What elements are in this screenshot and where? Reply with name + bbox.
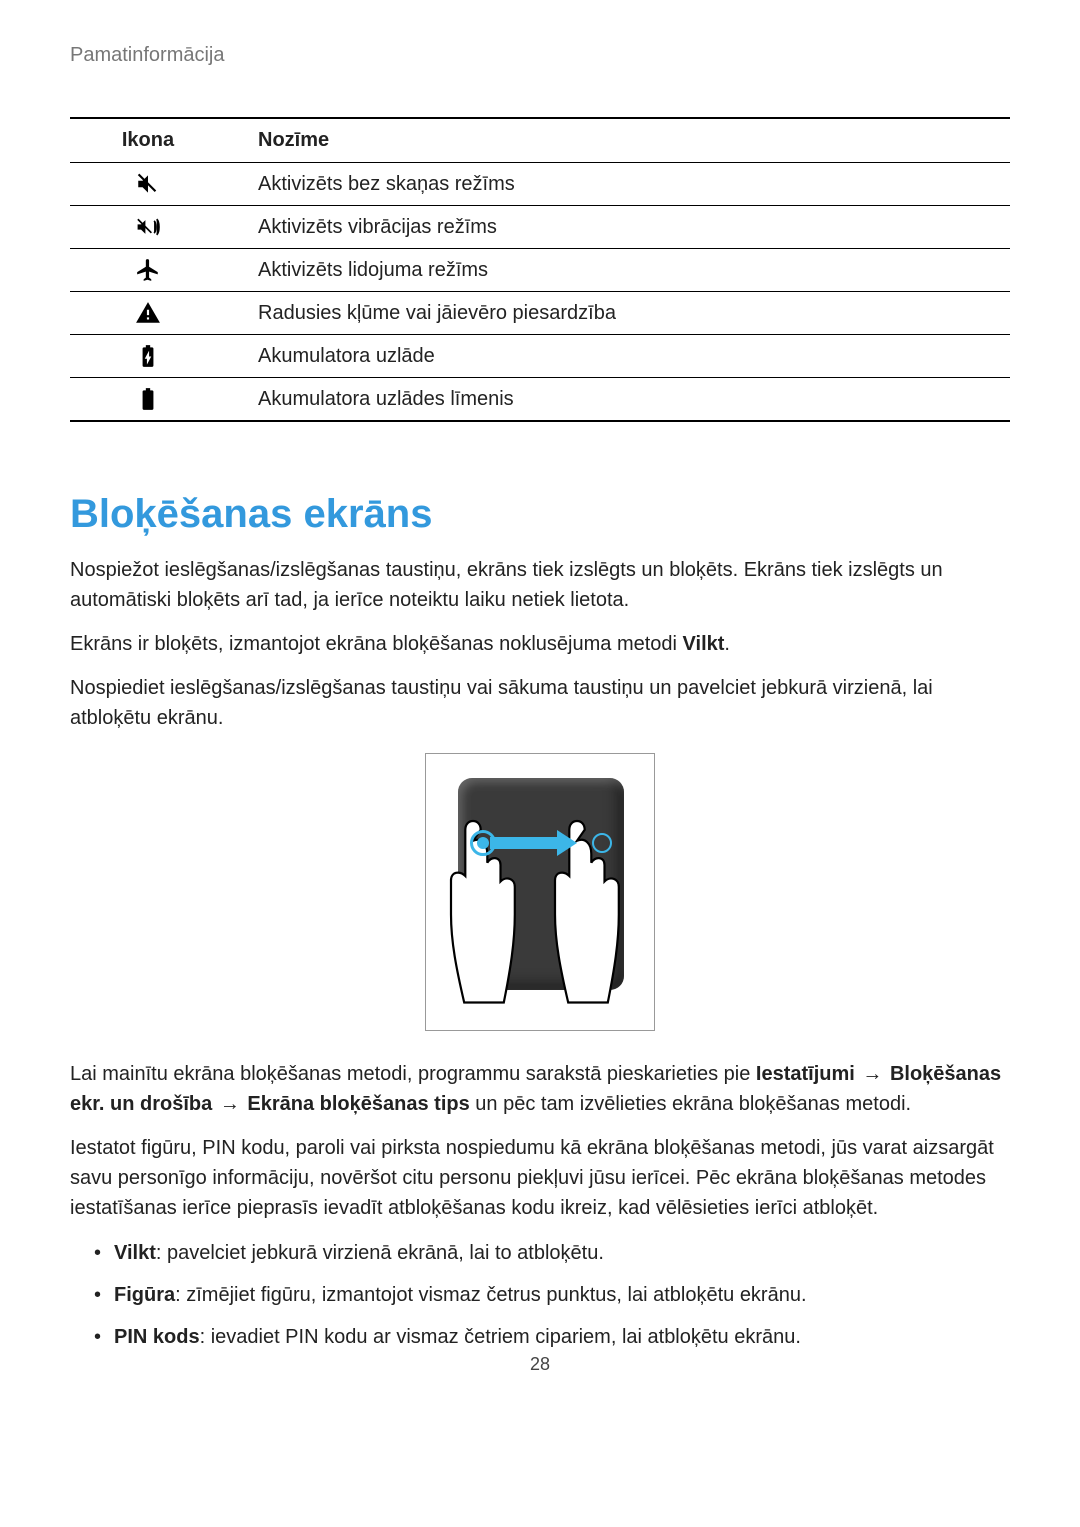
arrow-glyph: →	[857, 1063, 888, 1085]
icon-meaning-table: Ikona Nozīme Aktivizēts bez skaņas režīm…	[70, 117, 1010, 422]
table-row: Aktivizēts bez skaņas režīms	[70, 163, 1010, 206]
section-title: Bloķēšanas ekrāns	[70, 492, 1010, 537]
icon-cell	[70, 206, 226, 249]
list-item: PIN kods: ievadiet PIN kodu ar vismaz če…	[70, 1321, 1010, 1353]
list-item: Vilkt: pavelciet jebkurā virzienā ekrānā…	[70, 1237, 1010, 1269]
bullet-label: Figūra	[114, 1284, 175, 1306]
icon-cell	[70, 292, 226, 335]
col-header-meaning: Nozīme	[226, 118, 1010, 163]
text: Lai mainītu ekrāna bloķēšanas metodi, pr…	[70, 1063, 756, 1085]
airplane-icon	[135, 257, 161, 283]
page-header: Pamatinformācija	[70, 44, 1010, 67]
table-row: Akumulatora uzlādes līmenis	[70, 378, 1010, 422]
icon-cell	[70, 163, 226, 206]
bold-text: Iestatījumi	[756, 1063, 855, 1085]
bullet-text: : zīmējiet figūru, izmantojot vismaz čet…	[175, 1284, 806, 1306]
meaning-cell: Akumulatora uzlāde	[226, 335, 1010, 378]
meaning-cell: Aktivizēts vibrācijas režīms	[226, 206, 1010, 249]
text: .	[724, 633, 730, 655]
table-row: Aktivizēts lidojuma režīms	[70, 249, 1010, 292]
meaning-cell: Aktivizēts bez skaņas režīms	[226, 163, 1010, 206]
meaning-cell: Radusies kļūme vai jāievēro piesardzība	[226, 292, 1010, 335]
paragraph: Iestatot figūru, PIN kodu, paroli vai pi…	[70, 1133, 1010, 1223]
swipe-start-icon	[470, 830, 496, 856]
page-number: 28	[0, 1354, 1080, 1375]
paragraph: Nospiediet ieslēgšanas/izslēgšanas taust…	[70, 673, 1010, 733]
vibrate-icon	[135, 214, 161, 240]
swipe-end-icon	[592, 833, 612, 853]
page: Pamatinformācija Ikona Nozīme Aktivizēts…	[0, 0, 1080, 1403]
text: un pēc tam izvēlieties ekrāna bloķēšanas…	[470, 1093, 911, 1115]
text: Ekrāns ir bloķēts, izmantojot ekrāna blo…	[70, 633, 683, 655]
col-header-icon: Ikona	[70, 118, 226, 163]
icon-cell	[70, 378, 226, 422]
table-row: Akumulatora uzlāde	[70, 335, 1010, 378]
swipe-arrow-icon	[490, 834, 588, 852]
bullet-label: PIN kods	[114, 1326, 200, 1348]
meaning-cell: Aktivizēts lidojuma režīms	[226, 249, 1010, 292]
bold-text: Vilkt	[683, 633, 725, 655]
table-row: Aktivizēts vibrācijas režīms	[70, 206, 1010, 249]
bullet-list: Vilkt: pavelciet jebkurā virzienā ekrānā…	[70, 1237, 1010, 1353]
swipe-illustration	[425, 753, 655, 1031]
mute-icon	[135, 171, 161, 197]
list-item: Figūra: zīmējiet figūru, izmantojot vism…	[70, 1279, 1010, 1311]
bold-text: Ekrāna bloķēšanas tips	[247, 1093, 469, 1115]
icon-cell	[70, 335, 226, 378]
warning-icon	[135, 300, 161, 326]
icon-cell	[70, 249, 226, 292]
paragraph: Nospiežot ieslēgšanas/izslēgšanas tausti…	[70, 555, 1010, 615]
table-row: Radusies kļūme vai jāievēro piesardzība	[70, 292, 1010, 335]
paragraph: Ekrāns ir bloķēts, izmantojot ekrāna blo…	[70, 629, 1010, 659]
bullet-text: : pavelciet jebkurā virzienā ekrānā, lai…	[156, 1242, 604, 1264]
table-header-row: Ikona Nozīme	[70, 118, 1010, 163]
battery-charging-icon	[135, 343, 161, 369]
arrow-glyph: →	[214, 1093, 245, 1115]
paragraph: Lai mainītu ekrāna bloķēšanas metodi, pr…	[70, 1059, 1010, 1119]
battery-icon	[135, 386, 161, 412]
bullet-label: Vilkt	[114, 1242, 156, 1264]
bullet-text: : ievadiet PIN kodu ar vismaz četriem ci…	[200, 1326, 801, 1348]
illustration-container	[70, 753, 1010, 1031]
meaning-cell: Akumulatora uzlādes līmenis	[226, 378, 1010, 422]
